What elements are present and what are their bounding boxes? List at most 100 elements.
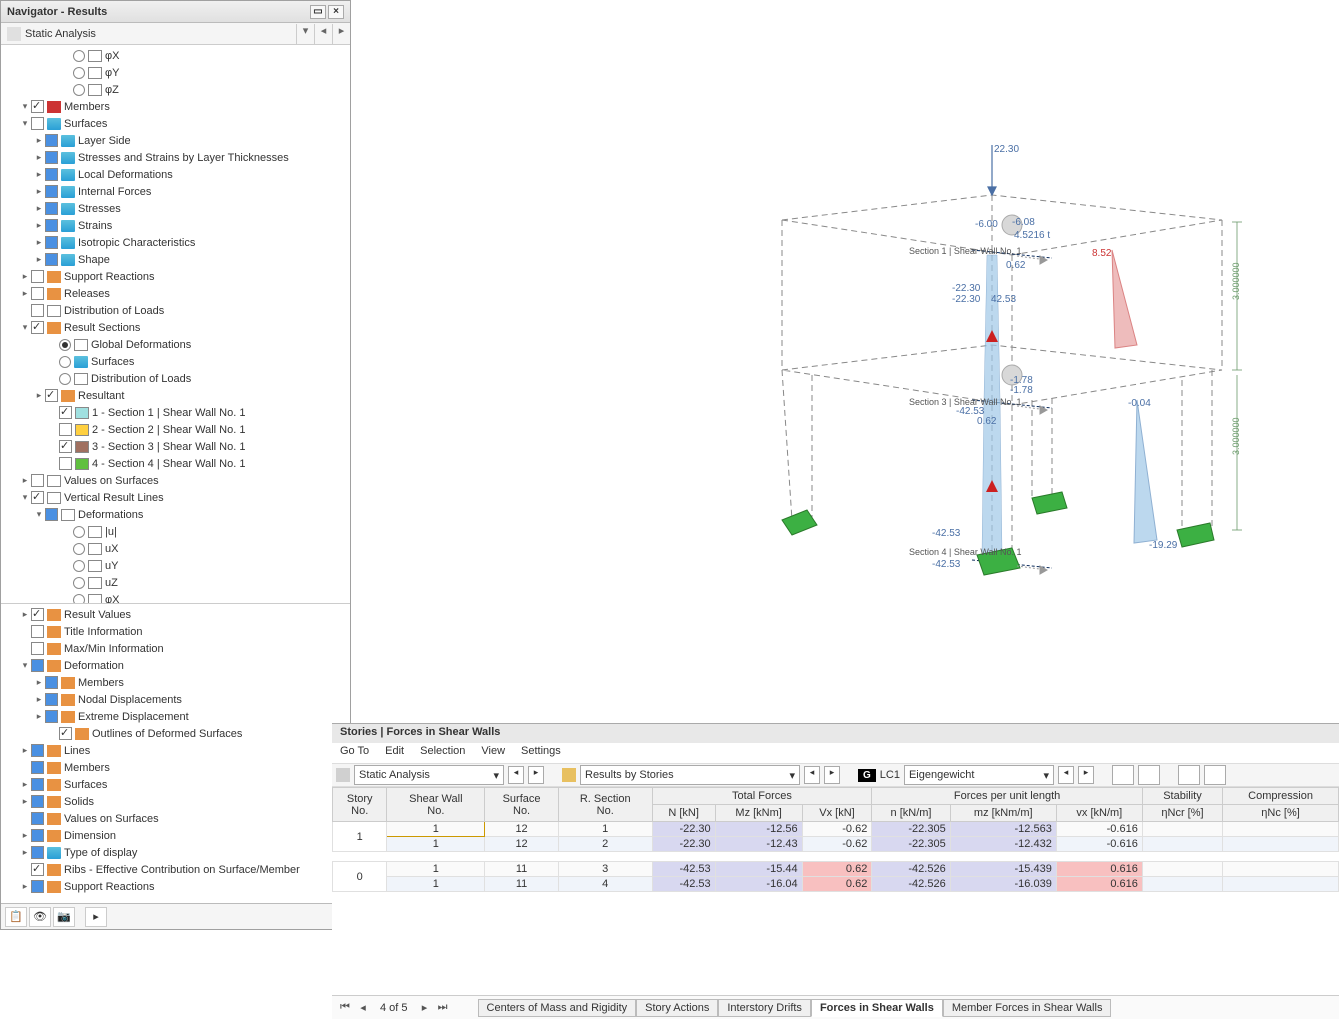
tree-item[interactable]: uY: [1, 557, 350, 574]
tool-btn-2[interactable]: [1138, 765, 1160, 785]
table-row[interactable]: 01113-42.53-15.440.62-42.526-15.4390.616: [333, 862, 1339, 877]
checkbox[interactable]: [31, 304, 44, 317]
checkbox[interactable]: [45, 389, 58, 402]
checkbox[interactable]: [31, 795, 44, 808]
page-prev-btn[interactable]: ◂: [356, 1001, 370, 1014]
column-header[interactable]: n [kN/m]: [872, 805, 950, 822]
tree-item[interactable]: 2 - Section 2 | Shear Wall No. 1: [1, 421, 350, 438]
tree-item[interactable]: ▸Surfaces: [1, 776, 350, 793]
tree-item[interactable]: ▸Extreme Displacement: [1, 708, 350, 725]
radio[interactable]: [73, 67, 85, 79]
tree-item[interactable]: ▸Local Deformations: [1, 166, 350, 183]
expand-icon[interactable]: ▸: [33, 677, 45, 688]
radio[interactable]: [73, 526, 85, 538]
checkbox[interactable]: [31, 321, 44, 334]
chevron-down-icon[interactable]: ▾: [296, 24, 314, 44]
tool-btn-4[interactable]: [1204, 765, 1226, 785]
checkbox[interactable]: [59, 727, 72, 740]
expand-icon[interactable]: ▸: [19, 796, 31, 807]
tree-item[interactable]: ▸Solids: [1, 793, 350, 810]
model-viewport[interactable]: 22.30 -6.00 -6.08 4.5216 t 8.52 0.62 -22…: [352, 0, 1339, 723]
checkbox[interactable]: [31, 100, 44, 113]
checkbox[interactable]: [31, 829, 44, 842]
expand-icon[interactable]: ▸: [33, 169, 45, 180]
checkbox[interactable]: [45, 219, 58, 232]
tree-item[interactable]: Members: [1, 759, 350, 776]
tree-item[interactable]: ▾Deformations: [1, 506, 350, 523]
tree-item[interactable]: ▸Releases: [1, 285, 350, 302]
checkbox[interactable]: [31, 642, 44, 655]
expand-icon[interactable]: ▾: [33, 509, 45, 520]
tree-item[interactable]: φX: [1, 591, 350, 603]
checkbox[interactable]: [31, 863, 44, 876]
tree-item[interactable]: ▸Support Reactions: [1, 268, 350, 285]
tree-item[interactable]: ▾Members: [1, 98, 350, 115]
expand-icon[interactable]: ▸: [33, 237, 45, 248]
navigator-tree-top[interactable]: φXφYφZ▾Members▾Surfaces▸Layer Side▸Stres…: [1, 45, 350, 603]
expand-icon[interactable]: ▸: [33, 390, 45, 401]
expand-icon[interactable]: ▸: [19, 609, 31, 620]
checkbox[interactable]: [45, 151, 58, 164]
column-header[interactable]: vx [kN/m]: [1056, 805, 1142, 822]
tree-item[interactable]: Global Deformations: [1, 336, 350, 353]
checkbox[interactable]: [45, 676, 58, 689]
lc-name-combo[interactable]: Eigengewicht▾: [904, 765, 1054, 785]
tree-item[interactable]: uX: [1, 540, 350, 557]
checkbox[interactable]: [31, 880, 44, 893]
page-next-btn[interactable]: ▸: [418, 1001, 432, 1014]
expand-icon[interactable]: ▸: [33, 203, 45, 214]
radio[interactable]: [59, 373, 71, 385]
tree-item[interactable]: ▸Lines: [1, 742, 350, 759]
results-by-combo[interactable]: Results by Stories▾: [580, 765, 800, 785]
menu-go-to[interactable]: Go To: [340, 745, 369, 761]
tree-item[interactable]: ▸Strains: [1, 217, 350, 234]
checkbox[interactable]: [31, 812, 44, 825]
tab-member-forces-in-shear-walls[interactable]: Member Forces in Shear Walls: [943, 999, 1112, 1017]
tree-item[interactable]: 1 - Section 1 | Shear Wall No. 1: [1, 404, 350, 421]
column-header[interactable]: ηNcr [%]: [1142, 805, 1222, 822]
checkbox[interactable]: [59, 423, 72, 436]
tree-item[interactable]: ▾Result Sections: [1, 319, 350, 336]
table-row[interactable]: 1114-42.53-16.040.62-42.526-16.0390.616: [333, 877, 1339, 892]
tree-item[interactable]: ▸Resultant: [1, 387, 350, 404]
checkbox[interactable]: [45, 253, 58, 266]
camera-icon[interactable]: 📷: [53, 907, 75, 927]
tree-item[interactable]: φZ: [1, 81, 350, 98]
checkbox[interactable]: [31, 117, 44, 130]
tree-item[interactable]: ▸Layer Side: [1, 132, 350, 149]
tool-btn-3[interactable]: [1178, 765, 1200, 785]
radio[interactable]: [73, 577, 85, 589]
checkbox[interactable]: [45, 185, 58, 198]
checkbox[interactable]: [45, 236, 58, 249]
checkbox[interactable]: [59, 440, 72, 453]
menu-selection[interactable]: Selection: [420, 745, 465, 761]
checkbox[interactable]: [31, 625, 44, 638]
analysis-next-btn[interactable]: ▸: [528, 766, 544, 784]
expand-icon[interactable]: ▾: [19, 660, 31, 671]
column-header[interactable]: ηNc [%]: [1223, 805, 1339, 822]
radio[interactable]: [73, 543, 85, 555]
eye-icon[interactable]: 👁: [29, 907, 51, 927]
tab-story-actions[interactable]: Story Actions: [636, 999, 718, 1017]
tree-item[interactable]: Outlines of Deformed Surfaces: [1, 725, 350, 742]
tree-item[interactable]: ▸Values on Surfaces: [1, 472, 350, 489]
tab-forces-in-shear-walls[interactable]: Forces in Shear Walls: [811, 999, 943, 1017]
expand-icon[interactable]: ▸: [19, 745, 31, 756]
menu-edit[interactable]: Edit: [385, 745, 404, 761]
tree-item[interactable]: Ribs - Effective Contribution on Surface…: [1, 861, 350, 878]
results-table-wrap[interactable]: StoryNo.Shear WallNo.SurfaceNo.R. Sectio…: [332, 787, 1339, 995]
expand-icon[interactable]: ▸: [19, 271, 31, 282]
tree-item[interactable]: ▸Type of display: [1, 844, 350, 861]
tree-item[interactable]: ▸Internal Forces: [1, 183, 350, 200]
radio[interactable]: [73, 84, 85, 96]
tab-centers-of-mass-and-rigidity[interactable]: Centers of Mass and Rigidity: [478, 999, 637, 1017]
expand-icon[interactable]: ▸: [19, 881, 31, 892]
expand-icon[interactable]: ▸: [33, 186, 45, 197]
page-first-btn[interactable]: ⏮: [338, 1001, 352, 1014]
expand-icon[interactable]: ▸: [33, 694, 45, 705]
tree-item[interactable]: ▸Support Reactions: [1, 878, 350, 895]
checkbox[interactable]: [59, 457, 72, 470]
checkbox[interactable]: [45, 168, 58, 181]
checkbox[interactable]: [31, 608, 44, 621]
tree-item[interactable]: ▸Shape: [1, 251, 350, 268]
